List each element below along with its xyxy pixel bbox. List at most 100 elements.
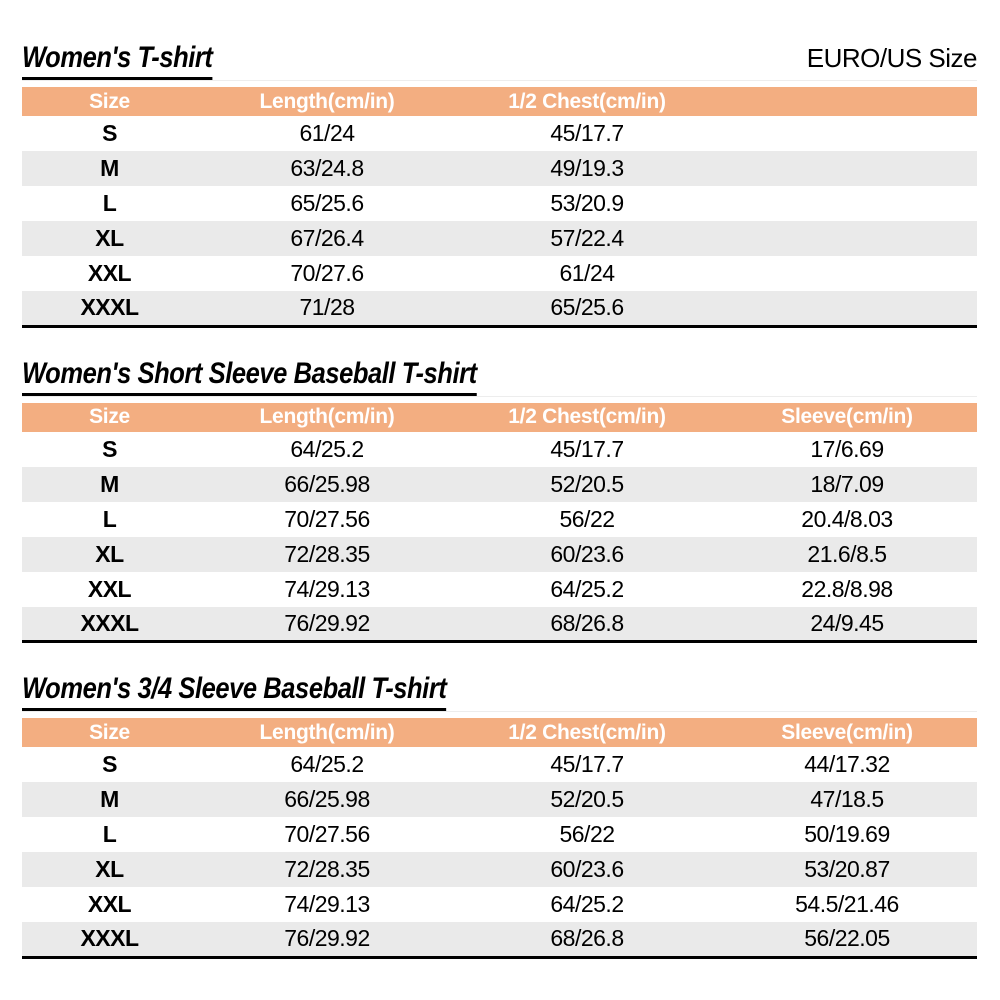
value-cell: 57/22.4: [457, 221, 717, 256]
column-header: Length(cm/in): [197, 718, 457, 747]
size-cell: XXL: [87, 260, 132, 286]
chart-title-text: Women's T-shirt: [22, 40, 213, 80]
filler-cell: [717, 291, 977, 326]
value-cell: 60/23.6: [457, 536, 717, 572]
size-cell: XXXL: [22, 606, 197, 642]
chart-title-three-quarter-sleeve-baseball: Women's 3/4 Sleeve Baseball T-shirt: [22, 671, 521, 711]
value-cell: 49/19.3: [457, 151, 717, 186]
table-row: XXXL 76/29.92 68/26.8 24/9.45: [22, 606, 977, 642]
value-cell: 52/20.5: [457, 782, 717, 817]
column-header-filler: [717, 87, 977, 116]
value-cell: 64/25.2: [290, 435, 364, 462]
size-chart-short-sleeve-baseball: Women's Short Sleeve Baseball T-shirt Si…: [22, 356, 977, 643]
value-cell: 18/7.09: [717, 466, 977, 502]
table-row: XXXL 76/29.92 68/26.8 56/22.05: [22, 922, 977, 957]
size-cell: XL: [22, 221, 197, 256]
size-chart-womens-tshirt: Women's T-shirt EURO/US Size Size Length(…: [22, 40, 978, 328]
column-header: Sleeve(cm/in): [717, 718, 977, 747]
table-row: XXXL 71/28 65/25.6: [22, 291, 977, 326]
value-cell: 71/28: [197, 291, 457, 326]
value-cell: 76/29.92: [197, 922, 457, 957]
value-cell: 66/25.98: [197, 782, 457, 817]
value-cell: 56/22.05: [717, 922, 977, 957]
value-cell: 70/27.6: [290, 260, 364, 286]
size-cell: M: [22, 466, 197, 502]
value-cell: 22.8/8.98: [801, 575, 893, 602]
filler-cell: [717, 116, 977, 151]
size-cell: M: [22, 782, 197, 817]
size-cell: S: [102, 435, 117, 462]
value-cell: 44/17.32: [804, 751, 890, 777]
value-cell: 64/25.2: [550, 575, 624, 602]
value-cell: 64/25.2: [290, 751, 364, 777]
filler-cell: [717, 151, 977, 186]
size-cell: S: [102, 120, 117, 146]
chart-title-text: Women's Short Sleeve Baseball T-shirt: [22, 356, 477, 396]
table-row: L 70/27.56 56/22 20.4/8.03: [22, 502, 977, 537]
value-cell: 24/9.45: [717, 606, 977, 642]
value-cell: 66/25.98: [197, 466, 457, 502]
value-cell: 74/29.13: [284, 575, 370, 602]
table-row: L 65/25.6 53/20.9: [22, 186, 977, 221]
value-cell: 63/24.8: [197, 151, 457, 186]
column-header: Size: [22, 87, 197, 116]
value-cell: 72/28.35: [197, 852, 457, 887]
table-row: L 70/27.56 56/22 50/19.69: [22, 817, 977, 852]
table-row: XL 72/28.35 60/23.6 21.6/8.5: [22, 536, 977, 572]
value-cell: 45/17.7: [550, 120, 624, 146]
table-row: S 64/25.2 45/17.7 44/17.32: [22, 747, 977, 782]
table-row: XL 72/28.35 60/23.6 53/20.87: [22, 852, 977, 887]
unit-standard-label: EURO/US Size: [806, 43, 978, 73]
value-cell: 47/18.5: [717, 782, 977, 817]
chart-title-short-sleeve-baseball: Women's Short Sleeve Baseball T-shirt: [22, 356, 557, 396]
value-cell: 70/27.56: [284, 505, 370, 532]
table-row: M 63/24.8 49/19.3: [22, 151, 977, 186]
value-cell: 68/26.8: [457, 922, 717, 957]
value-cell: 64/25.2: [550, 891, 624, 917]
size-cell: L: [102, 821, 117, 847]
column-header: 1/2 Chest(cm/in): [457, 718, 717, 747]
size-cell: M: [22, 151, 197, 186]
table-row: S 61/24 45/17.7: [22, 116, 977, 151]
value-cell: 61/24: [299, 120, 355, 146]
size-chart-three-quarter-sleeve-baseball: Women's 3/4 Sleeve Baseball T-shirt Size…: [22, 671, 977, 959]
size-cell: XXL: [87, 575, 132, 602]
value-cell: 67/26.4: [197, 221, 457, 256]
table-row: XXL 74/29.13 64/25.2 22.8/8.98: [22, 572, 977, 607]
column-header: 1/2 Chest(cm/in): [457, 402, 717, 432]
value-cell: 45/17.7: [550, 751, 624, 777]
value-cell: 45/17.7: [550, 435, 624, 462]
table-header-row: Size Length(cm/in) 1/2 Chest(cm/in): [22, 87, 977, 116]
value-cell: 20.4/8.03: [801, 505, 893, 532]
chart-title-womens-tshirt: Women's T-shirt: [22, 40, 246, 80]
value-cell: 68/26.8: [457, 606, 717, 642]
table-row: XXL 70/27.6 61/24: [22, 256, 977, 291]
title-row: Women's Short Sleeve Baseball T-shirt: [22, 356, 977, 397]
value-cell: 53/20.87: [717, 852, 977, 887]
value-cell: 21.6/8.5: [717, 536, 977, 572]
filler-cell: [717, 221, 977, 256]
column-header: Size: [22, 402, 197, 432]
column-header: Length(cm/in): [197, 87, 457, 116]
value-cell: 53/20.9: [550, 190, 624, 216]
size-cell: XXL: [87, 891, 132, 917]
value-cell: 70/27.56: [284, 821, 370, 847]
value-cell: 65/25.6: [457, 291, 717, 326]
value-cell: 72/28.35: [197, 536, 457, 572]
table-header-row: Size Length(cm/in) 1/2 Chest(cm/in) Sleeve(…: [22, 718, 977, 747]
size-cell: L: [102, 190, 117, 216]
value-cell: 56/22: [559, 821, 615, 847]
size-cell: XL: [22, 536, 197, 572]
table-row: M 66/25.98 52/20.5 18/7.09: [22, 466, 977, 502]
value-cell: 50/19.69: [804, 821, 890, 847]
chart-title-text: Women's 3/4 Sleeve Baseball T-shirt: [22, 671, 447, 711]
table-row: XL 67/26.4 57/22.4: [22, 221, 977, 256]
value-cell: 17/6.69: [810, 435, 884, 462]
size-cell: XL: [22, 852, 197, 887]
table-header-row: Size Length(cm/in) 1/2 Chest(cm/in) Sleeve(…: [22, 402, 977, 432]
table-row: M 66/25.98 52/20.5 47/18.5: [22, 782, 977, 817]
table-row: XXL 74/29.13 64/25.2 54.5/21.46: [22, 887, 977, 922]
value-cell: 52/20.5: [457, 466, 717, 502]
column-header: 1/2 Chest(cm/in): [457, 87, 717, 116]
size-cell: XXXL: [22, 922, 197, 957]
